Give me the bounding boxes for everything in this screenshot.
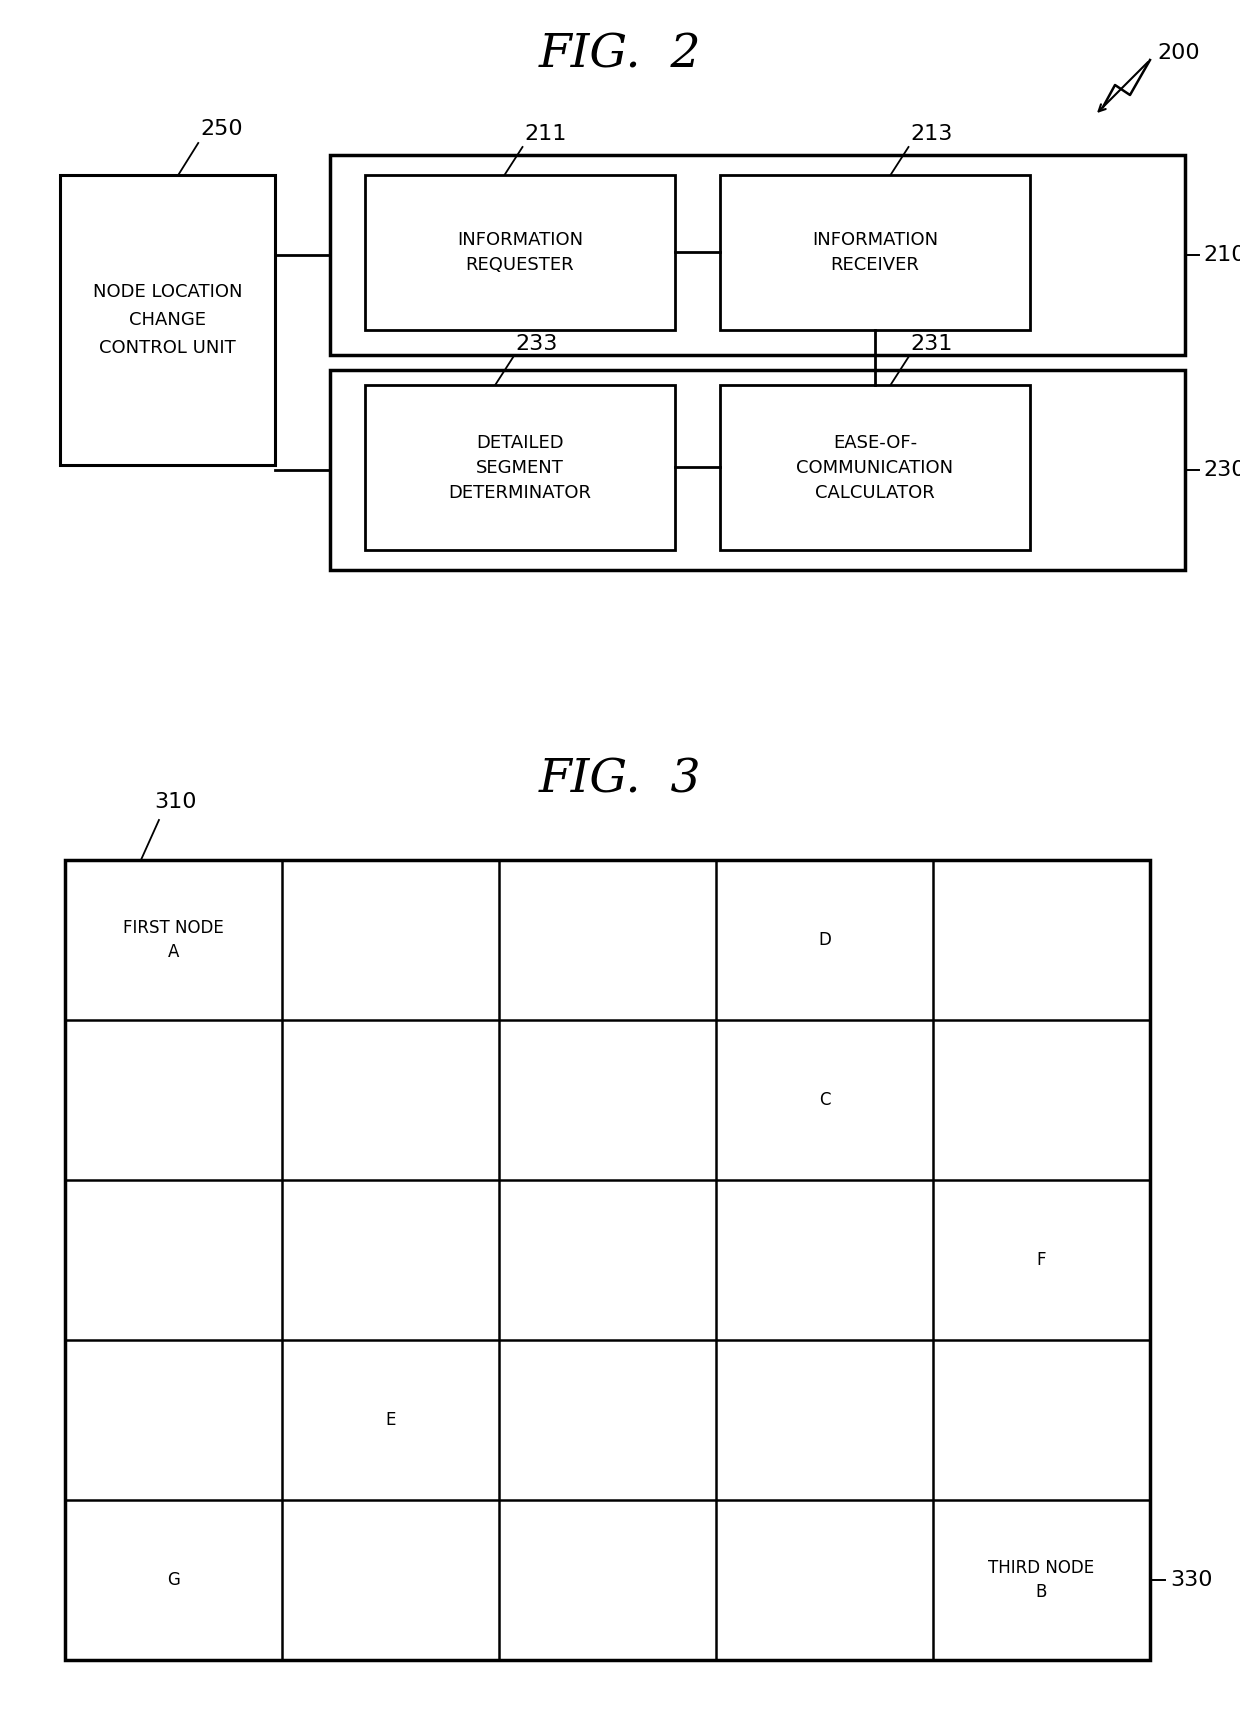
Bar bbox=[365, 385, 675, 551]
Text: THIRD NODE
B: THIRD NODE B bbox=[988, 1560, 1095, 1601]
Text: 330: 330 bbox=[1171, 1570, 1213, 1590]
Bar bbox=[330, 369, 1185, 569]
Text: C: C bbox=[818, 1091, 831, 1110]
Text: INFORMATION
REQUESTER: INFORMATION REQUESTER bbox=[456, 231, 583, 274]
Text: DETAILED
SEGMENT
DETERMINATOR: DETAILED SEGMENT DETERMINATOR bbox=[449, 434, 591, 501]
Text: 210: 210 bbox=[1203, 245, 1240, 265]
Text: NODE LOCATION
CHANGE
CONTROL UNIT: NODE LOCATION CHANGE CONTROL UNIT bbox=[93, 284, 242, 357]
Text: FIG.  2: FIG. 2 bbox=[538, 32, 702, 77]
Bar bbox=[330, 156, 1185, 356]
Bar bbox=[720, 385, 1030, 551]
Text: FIG.  3: FIG. 3 bbox=[538, 758, 702, 802]
Text: 211: 211 bbox=[525, 125, 567, 144]
Text: G: G bbox=[167, 1571, 180, 1589]
Text: 200: 200 bbox=[1157, 43, 1199, 63]
Bar bbox=[365, 174, 675, 330]
Text: 230: 230 bbox=[1203, 460, 1240, 481]
Text: D: D bbox=[818, 930, 831, 949]
Bar bbox=[720, 174, 1030, 330]
Text: FIRST NODE
A: FIRST NODE A bbox=[123, 920, 224, 961]
Text: 233: 233 bbox=[515, 333, 558, 354]
Text: 231: 231 bbox=[910, 333, 952, 354]
Text: 250: 250 bbox=[200, 120, 243, 139]
Bar bbox=[64, 860, 1149, 1660]
Bar bbox=[60, 174, 275, 465]
Text: INFORMATION
RECEIVER: INFORMATION RECEIVER bbox=[812, 231, 939, 274]
Text: F: F bbox=[1037, 1252, 1047, 1269]
Text: 213: 213 bbox=[910, 125, 952, 144]
Text: EASE-OF-
COMMUNICATION
CALCULATOR: EASE-OF- COMMUNICATION CALCULATOR bbox=[796, 434, 954, 501]
Text: E: E bbox=[386, 1411, 396, 1430]
Text: 310: 310 bbox=[154, 792, 196, 812]
